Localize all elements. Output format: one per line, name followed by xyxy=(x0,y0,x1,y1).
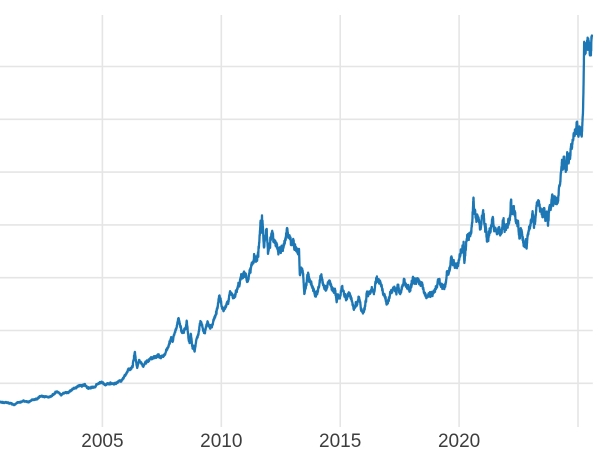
svg-text:2005: 2005 xyxy=(81,431,123,450)
svg-text:2010: 2010 xyxy=(200,431,242,450)
svg-text:2020: 2020 xyxy=(438,431,480,450)
svg-text:2015: 2015 xyxy=(319,431,361,450)
